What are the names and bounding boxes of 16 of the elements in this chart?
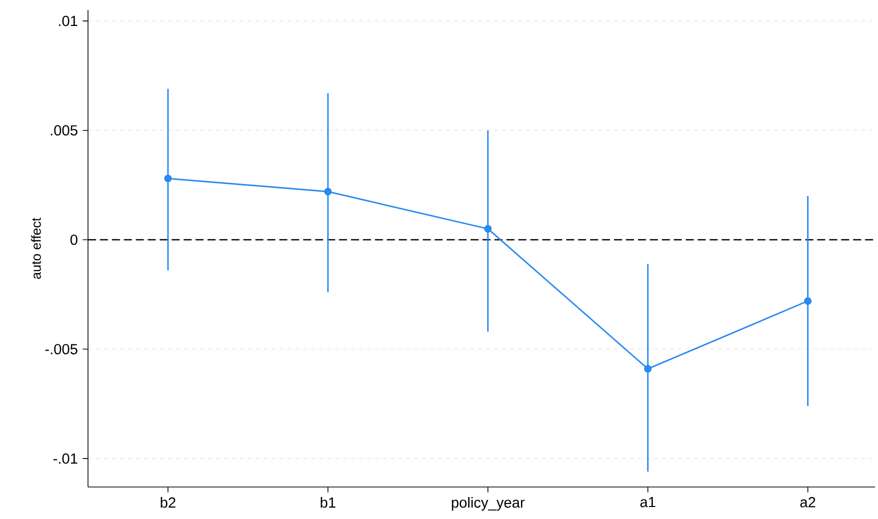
y-tick-label: 0 <box>70 234 78 245</box>
y-axis-title: auto effect <box>31 218 41 279</box>
point <box>164 174 172 182</box>
y-tick-label: -.01 <box>53 453 78 464</box>
point <box>324 188 332 196</box>
y-tick-label: .01 <box>59 16 78 26</box>
x-tick-label: policy_year <box>452 497 525 511</box>
point <box>484 225 492 233</box>
x-tick-label: b1 <box>320 497 336 508</box>
point <box>804 297 812 305</box>
y-tick-label: .005 <box>50 125 78 136</box>
x-tick-label: a2 <box>800 497 816 508</box>
point <box>644 365 652 373</box>
x-tick-label: a1 <box>640 497 656 508</box>
y-tick-label: -.005 <box>45 344 78 354</box>
x-tick-label: b2 <box>160 497 176 508</box>
